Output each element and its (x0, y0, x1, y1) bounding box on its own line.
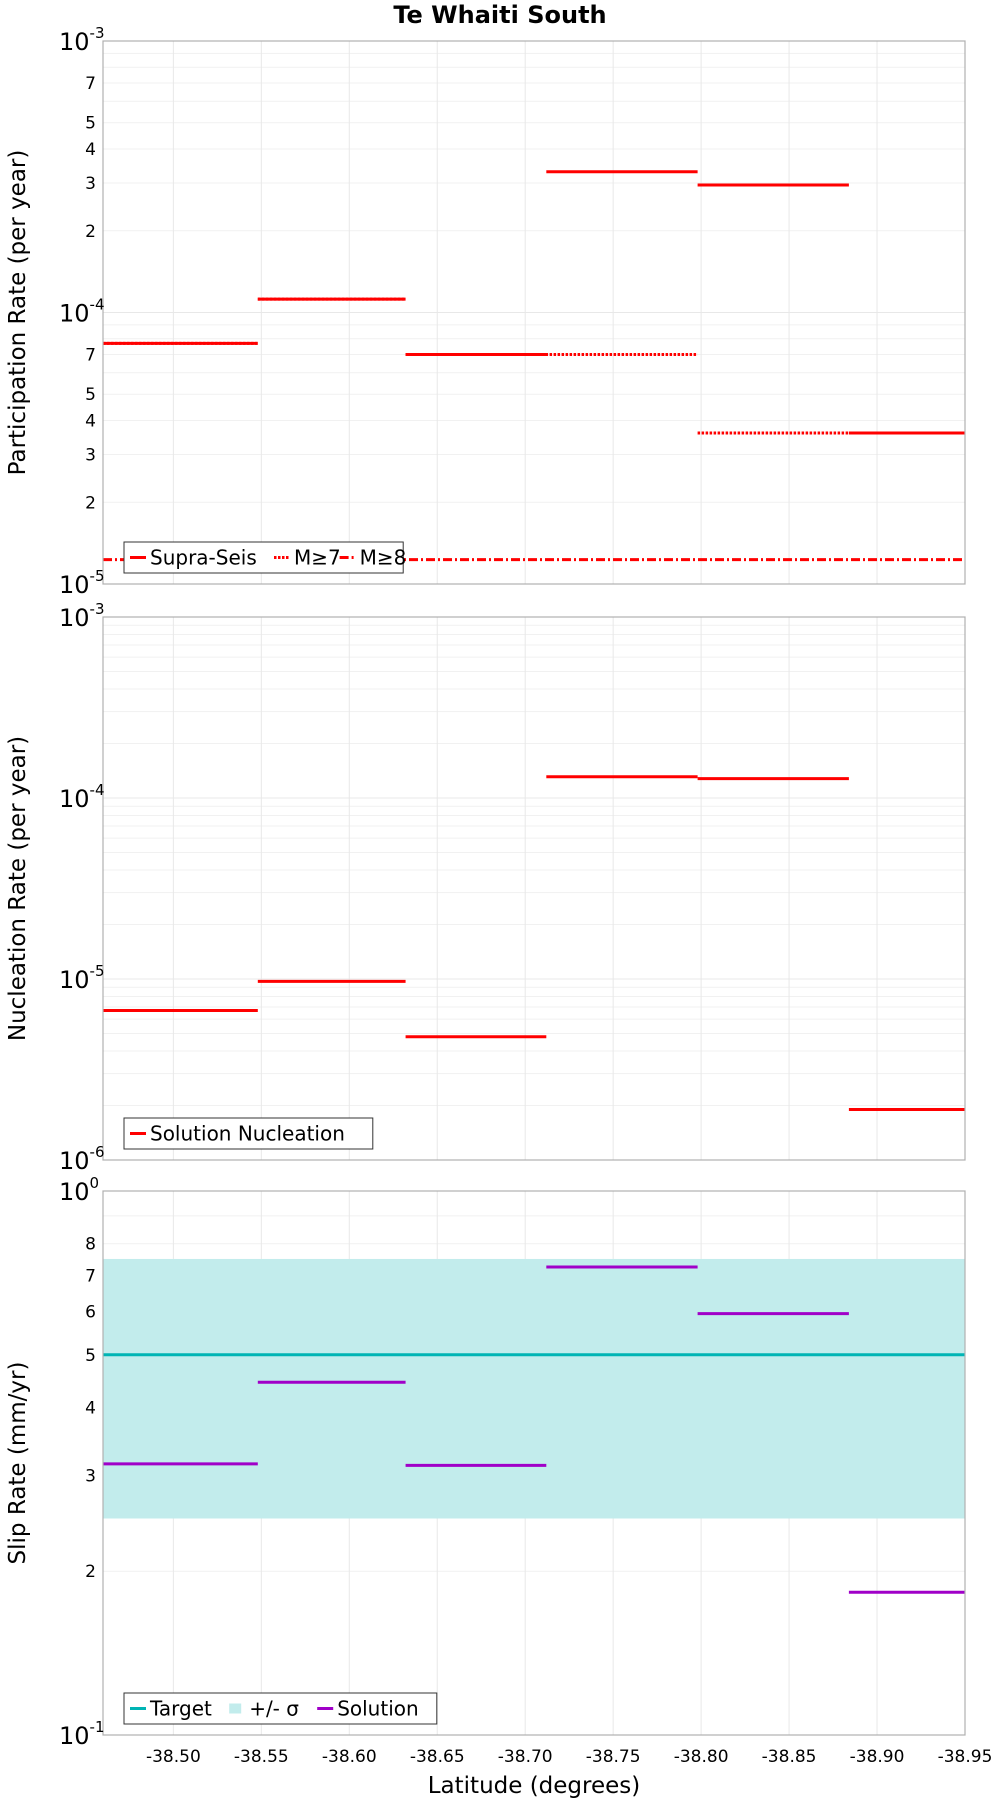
plot-frame (102, 616, 966, 1161)
y-tick-label: 3 (85, 445, 96, 465)
legend: Solution Nucleation (123, 1117, 374, 1150)
legend: Supra-Seis M≥7 M≥8 (123, 541, 407, 574)
x-tick-label: -38.70 (498, 1747, 553, 1767)
legend-entry-label: Supra-Seis (150, 546, 257, 570)
sigma-band (103, 1258, 965, 1519)
y-tick-label: 3 (85, 174, 96, 194)
legend-entry-label: M≥8 (360, 546, 407, 570)
plot-area (103, 617, 965, 1160)
y-decade-label: 100 (59, 1174, 99, 1206)
plot-frame (102, 40, 966, 585)
x-tick-label: -38.75 (586, 1747, 641, 1767)
x-tick-label: -38.85 (762, 1747, 817, 1767)
x-tick-label: -38.50 (146, 1747, 201, 1767)
y-tick-label: 2 (85, 222, 96, 242)
legend-entry-label: Solution (337, 1697, 418, 1721)
x-tick-label: -38.80 (674, 1747, 729, 1767)
y-decade-label: 10-6 (59, 1143, 105, 1175)
y-tick-label: 2 (85, 1562, 96, 1582)
figure-title: Te Whaiti South (393, 1, 606, 29)
y-axis-label: Nucleation Rate (per year) (5, 736, 31, 1041)
y-tick-label: 7 (85, 1266, 96, 1286)
y-axis-label: Slip Rate (mm/yr) (5, 1362, 31, 1565)
series-solution-nucleation (103, 775, 965, 1112)
legend-box (123, 1117, 374, 1150)
y-tick-label: 7 (85, 346, 96, 366)
legend-entry-label: +/- σ (249, 1697, 299, 1721)
legend-swatch (229, 1703, 242, 1714)
x-tick-label: -38.55 (234, 1747, 289, 1767)
series-solution (103, 1265, 965, 1594)
y-tick-label: 4 (85, 412, 96, 432)
x-tick-label: -38.60 (322, 1747, 377, 1767)
y-tick-label: 6 (85, 1303, 96, 1323)
y-decade-label: 10-5 (59, 567, 105, 599)
x-tick-label: -38.65 (410, 1747, 465, 1767)
y-decade-label: 10-3 (59, 600, 105, 632)
legend-entry-label: Target (149, 1697, 212, 1721)
legend: Target +/- σ Solution (123, 1692, 438, 1725)
y-tick-label: 2 (85, 493, 96, 513)
legend-entry-label: M≥7 (294, 546, 341, 570)
legend-box (123, 1692, 438, 1725)
y-decade-label: 10-5 (59, 962, 105, 994)
y-decade-label: 10-1 (59, 1718, 105, 1750)
y-tick-label: 8 (85, 1235, 96, 1255)
panel-participation: 10-3 10-4 10-5 7 7 5 5 4 4 3 3 2 2 Participation Rate… (5, 24, 966, 599)
y-tick-label: 3 (85, 1466, 96, 1486)
plot-panels: 10-3 10-4 10-5 7 7 5 5 4 4 3 3 2 2 Participation Rate… (5, 24, 992, 1799)
y-tick-label: 5 (85, 385, 96, 405)
x-axis-label: Latitude (degrees) (428, 1773, 641, 1799)
legend-box (123, 541, 404, 574)
y-tick-label: 5 (85, 114, 96, 134)
panel-slip: 100 10-1 8 7 6 5 4 3 2 Slip Rate (mm/yr) -38.50 -38… (5, 1174, 992, 1799)
series-m-7 (103, 297, 965, 435)
plot-frame (102, 1190, 966, 1736)
y-tick-label: 7 (85, 74, 96, 94)
y-axis-label: Participation Rate (per year) (5, 150, 31, 476)
grid-lines (103, 40, 966, 585)
y-decade-label: 10-4 (59, 296, 105, 328)
y-tick-label: 5 (85, 1346, 96, 1366)
legend-entry-label: Solution Nucleation (150, 1122, 345, 1146)
x-tick-label: -38.95 (938, 1747, 993, 1767)
x-tick-label: -38.90 (850, 1747, 905, 1767)
panel-nucleation: 10-3 10-4 10-5 10-6 Nucleation Rate (per yea… (5, 600, 966, 1175)
y-decade-label: 10-3 (59, 24, 105, 56)
y-tick-label: 4 (85, 140, 96, 160)
y-tick-label: 4 (85, 1398, 96, 1418)
y-decade-label: 10-4 (59, 781, 105, 813)
